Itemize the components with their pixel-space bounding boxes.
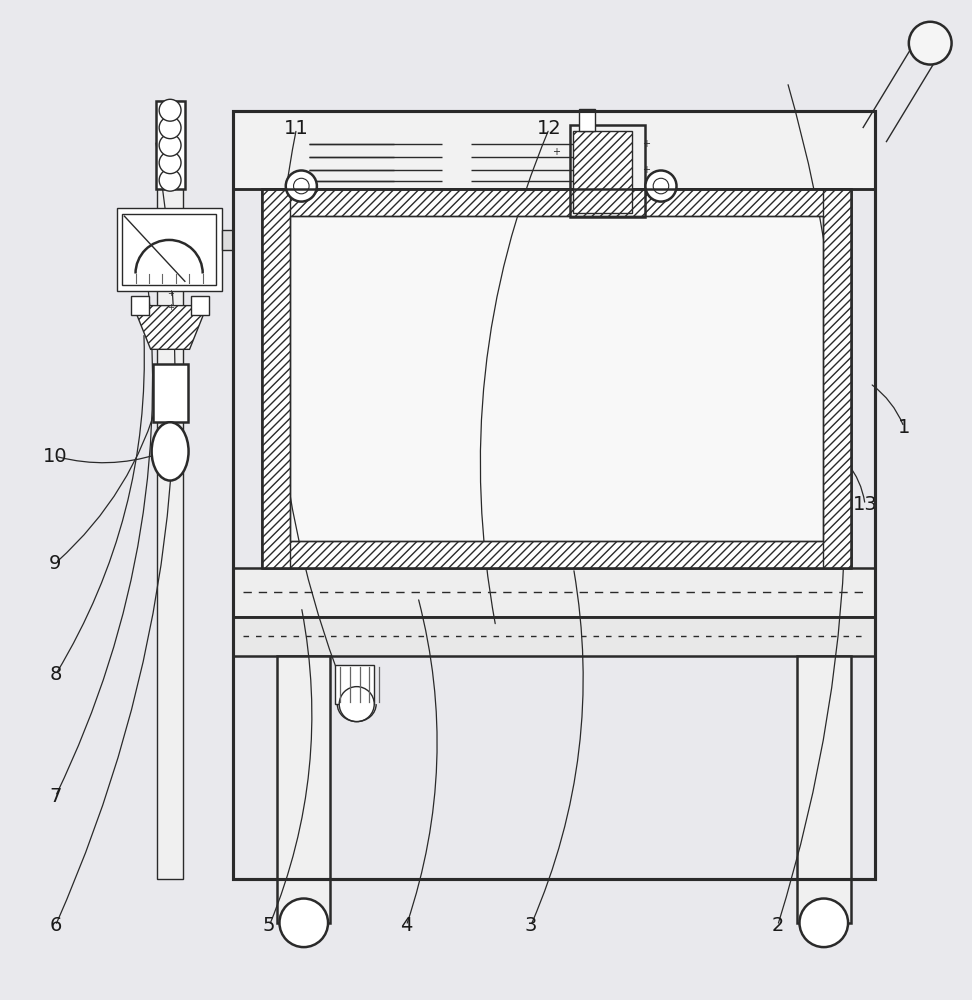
Bar [573,131,632,213]
Bar [156,101,185,189]
Text: 8: 8 [50,665,61,684]
Circle shape [159,169,181,191]
Ellipse shape [152,422,189,481]
Bar [262,189,850,568]
Bar [797,656,850,923]
Bar [191,296,209,315]
Bar [262,189,850,568]
Text: 10: 10 [43,447,68,466]
Bar [117,208,222,291]
Text: 9: 9 [50,554,61,573]
Bar [222,230,233,250]
Bar [262,189,290,568]
Bar [579,109,595,131]
Text: 7: 7 [50,787,61,806]
Bar [233,111,875,879]
Circle shape [339,687,374,722]
Circle shape [280,899,329,947]
Circle shape [159,134,181,156]
Bar [153,364,188,422]
Text: 11: 11 [284,119,309,138]
Text: 12: 12 [537,119,562,138]
Text: 2: 2 [772,916,783,935]
Bar [157,101,183,879]
Bar [823,189,850,568]
Bar [131,296,149,315]
Circle shape [159,152,181,174]
Text: +: + [642,139,650,149]
Text: +: + [642,165,650,175]
Circle shape [645,170,677,202]
Text: 5: 5 [263,916,275,935]
Circle shape [286,170,317,202]
Bar [290,216,823,541]
Circle shape [799,899,848,947]
Bar [262,541,850,568]
Bar [570,125,645,217]
Circle shape [159,99,181,121]
Text: 4: 4 [400,916,412,935]
Bar [233,111,875,189]
Bar [262,189,850,216]
Bar [277,656,330,923]
Bar [233,111,875,879]
Bar [233,617,875,656]
Circle shape [653,178,669,194]
Bar [335,665,374,704]
Circle shape [909,22,952,65]
Bar [290,216,823,541]
Polygon shape [133,306,207,349]
Text: +: + [166,303,174,312]
Text: 1: 1 [898,418,910,437]
Text: 13: 13 [852,495,878,514]
Text: +: + [166,289,174,298]
Bar [233,111,875,617]
Circle shape [294,178,309,194]
Text: 3: 3 [525,916,537,935]
Circle shape [159,117,181,139]
Bar [233,568,875,617]
Text: 6: 6 [50,916,61,935]
Text: +: + [552,147,560,157]
Bar [122,214,216,285]
